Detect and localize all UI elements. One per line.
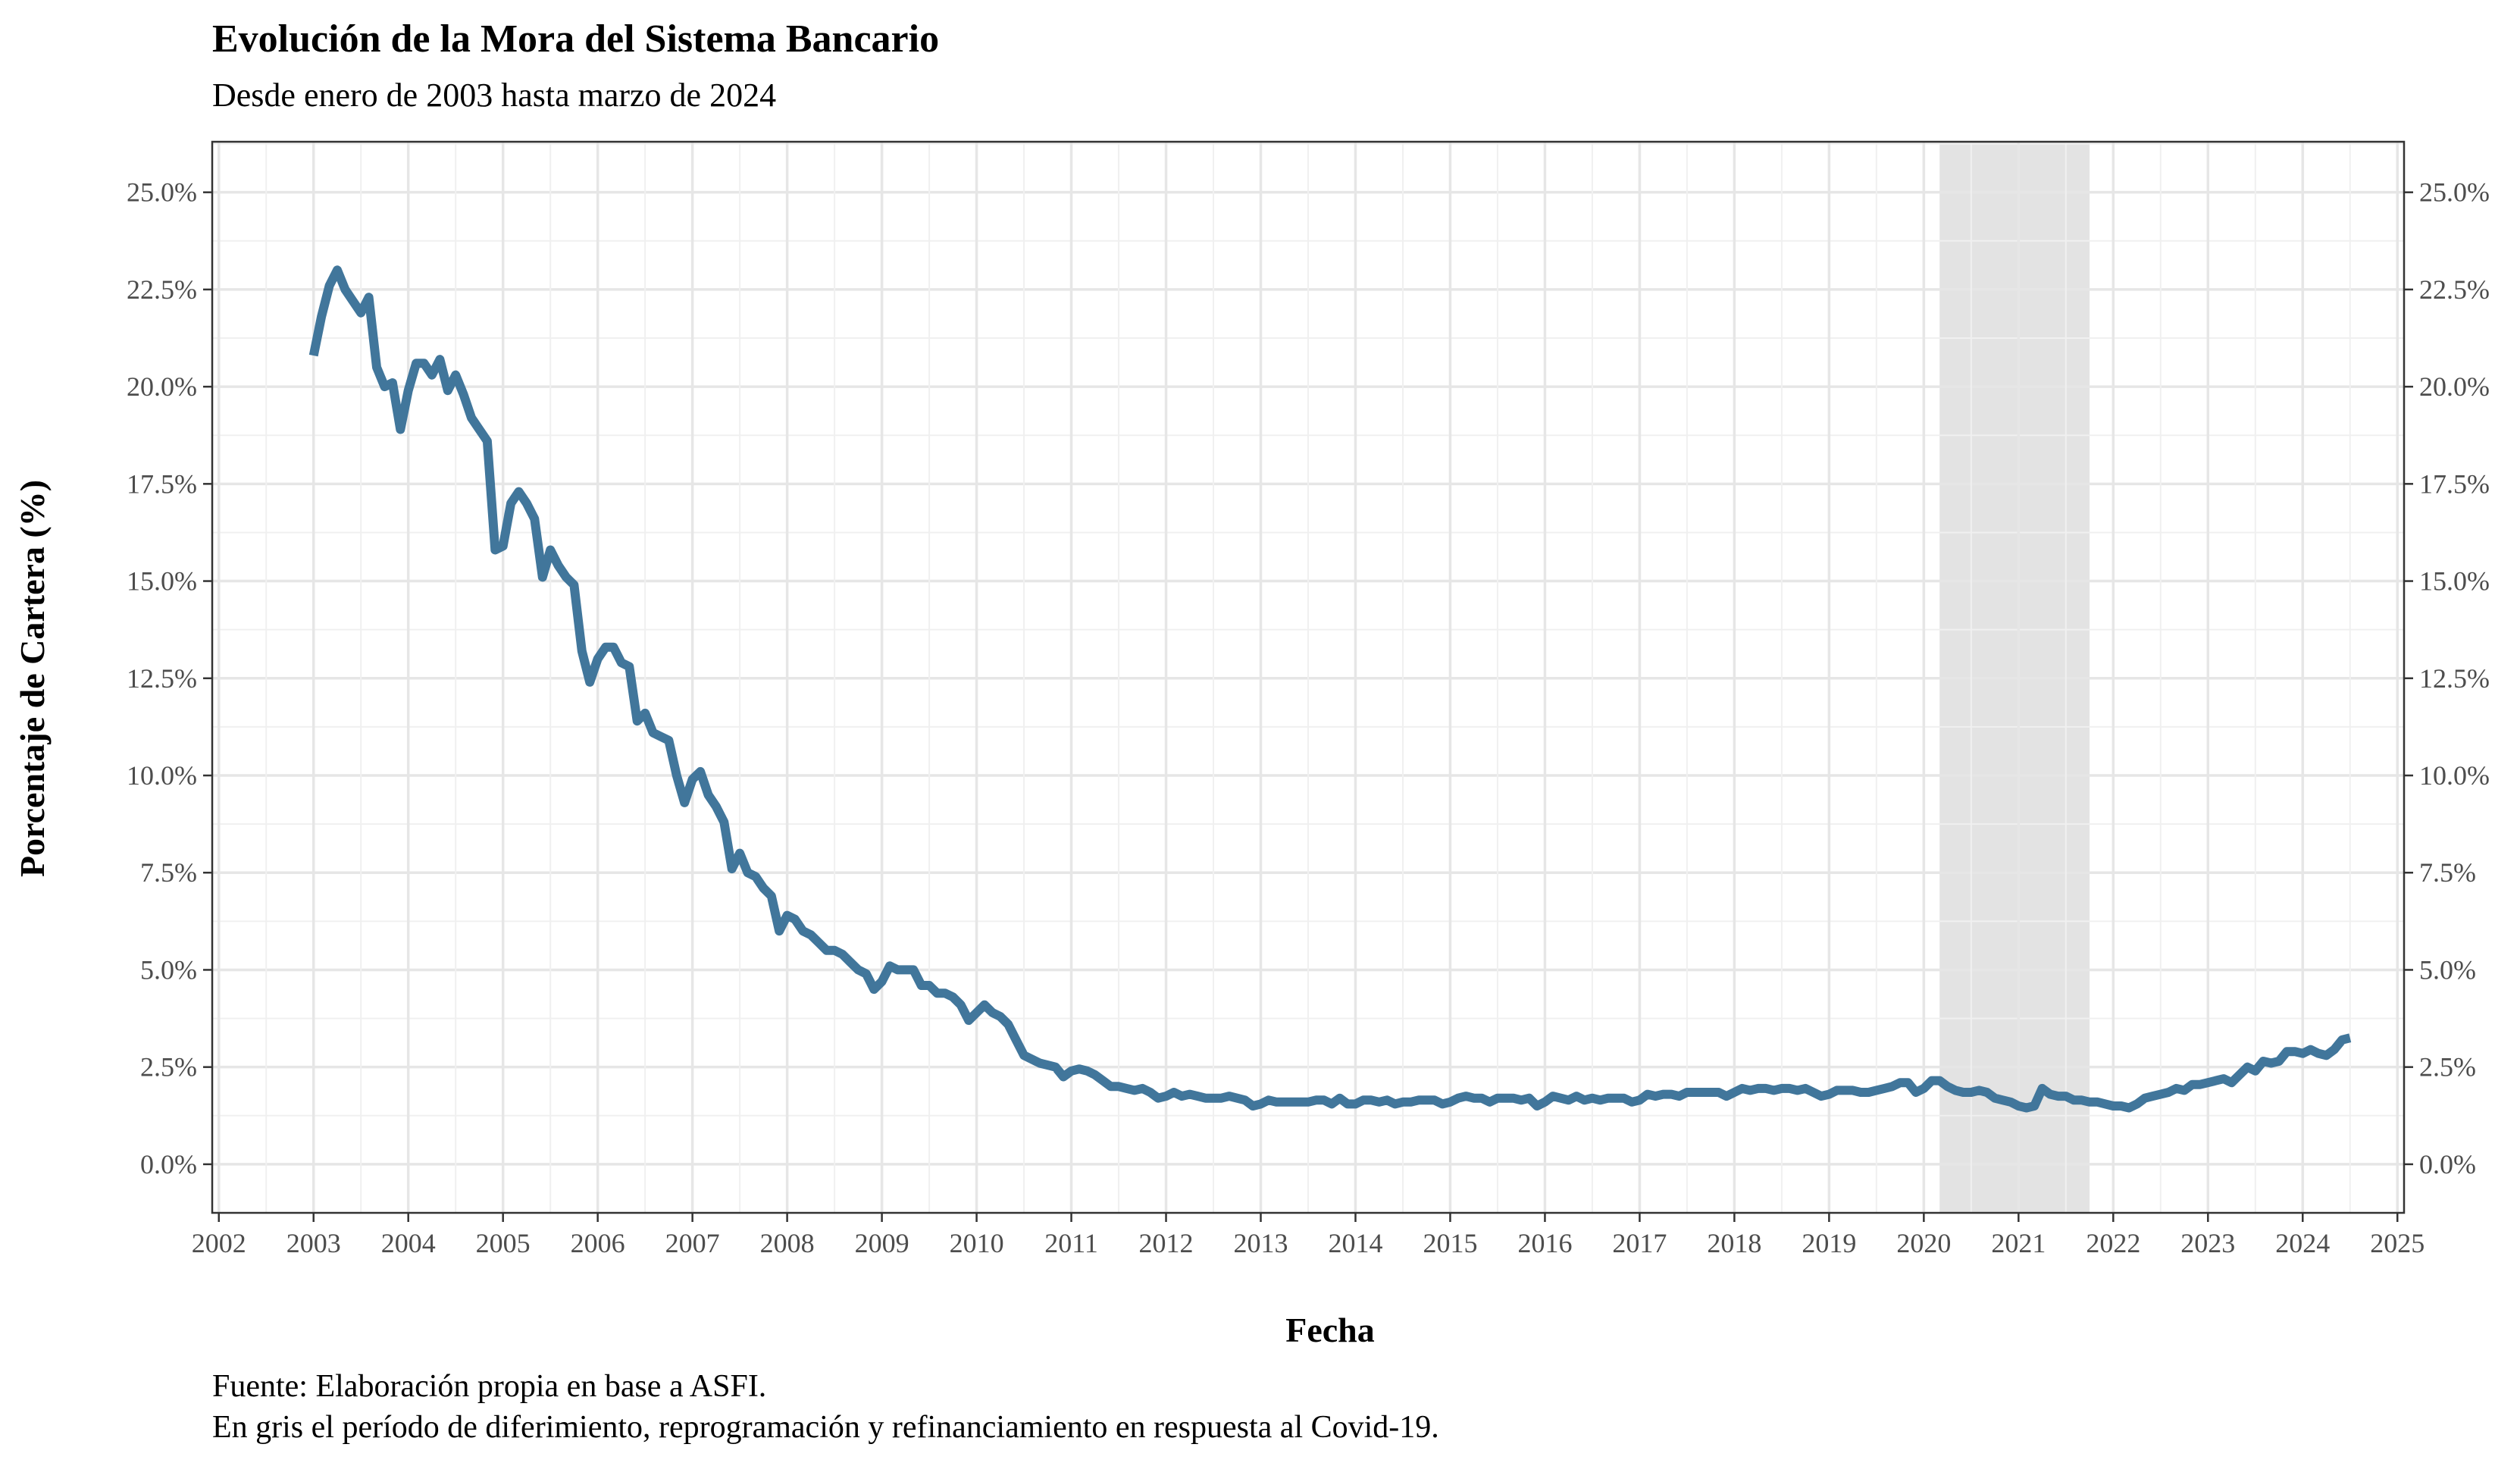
y-tick-label-right: 7.5% xyxy=(2419,857,2476,888)
x-tick-label: 2017 xyxy=(1612,1228,1667,1258)
grid-layer xyxy=(212,142,2404,1214)
x-tick-label: 2024 xyxy=(2275,1228,2330,1258)
x-tick-label: 2007 xyxy=(665,1228,720,1258)
y-tick-label-left: 20.0% xyxy=(127,371,197,402)
x-tick-label: 2011 xyxy=(1044,1228,1098,1258)
y-tick-label-left: 17.5% xyxy=(127,468,197,499)
y-tick-label-left: 10.0% xyxy=(127,760,197,791)
series-layer xyxy=(308,265,2352,1113)
x-axis-title: Fecha xyxy=(1285,1311,1375,1349)
y-axis-title: Porcentaje de Cartera (%) xyxy=(13,480,52,877)
y-tick-label-right: 0.0% xyxy=(2419,1149,2476,1179)
chart-subtitle: Desde enero de 2003 hasta marzo de 2024 xyxy=(212,77,776,114)
y-tick-label-left: 2.5% xyxy=(140,1052,197,1082)
y-tick-label-right: 15.0% xyxy=(2419,566,2490,597)
x-tick-label: 2021 xyxy=(1991,1228,2046,1258)
plot-panel-border xyxy=(211,140,2406,1214)
x-tick-label: 2018 xyxy=(1707,1228,1761,1258)
x-tick-label: 2014 xyxy=(1328,1228,1382,1258)
y-tick-label-left: 12.5% xyxy=(127,663,197,694)
y-tick-label-right: 2.5% xyxy=(2419,1052,2476,1082)
y-tick-label-left: 0.0% xyxy=(140,1149,197,1179)
y-tick-label-left: 22.5% xyxy=(127,274,197,305)
y-tick-label-right: 20.0% xyxy=(2419,371,2490,402)
y-tick-label-right: 10.0% xyxy=(2419,760,2490,791)
x-tick-label: 2015 xyxy=(1423,1228,1477,1258)
y-tick-label-left: 5.0% xyxy=(140,954,197,985)
caption-source: Fuente: Elaboración propia en base a ASF… xyxy=(212,1369,766,1404)
series-line-0 xyxy=(308,265,2352,1113)
axis-layer: 0.0% 0.0% 2.5% 2.5% 5.0% 5.0% 7.5% 7.5% 10.0% 10.… xyxy=(127,177,2490,1258)
x-tick-label: 2013 xyxy=(1234,1228,1288,1258)
chart-title: Evolución de la Mora del Sistema Bancari… xyxy=(212,17,939,61)
y-tick-label-left: 25.0% xyxy=(127,177,197,208)
x-tick-label: 2009 xyxy=(855,1228,909,1258)
x-tick-label: 2019 xyxy=(1802,1228,1856,1258)
y-tick-label-right: 17.5% xyxy=(2419,468,2490,499)
x-tick-label: 2025 xyxy=(2370,1228,2425,1258)
x-tick-label: 2002 xyxy=(192,1228,246,1258)
y-tick-label-right: 25.0% xyxy=(2419,177,2490,208)
y-tick-label-left: 15.0% xyxy=(127,566,197,597)
x-tick-label: 2008 xyxy=(760,1228,815,1258)
x-tick-label: 2022 xyxy=(2086,1228,2140,1258)
y-tick-label-right: 22.5% xyxy=(2419,274,2490,305)
x-tick-label: 2004 xyxy=(381,1228,436,1258)
x-tick-label: 2020 xyxy=(1896,1228,1951,1258)
y-tick-label-right: 5.0% xyxy=(2419,954,2476,985)
y-tick-label-right: 12.5% xyxy=(2419,663,2490,694)
x-tick-label: 2012 xyxy=(1139,1228,1194,1258)
x-tick-label: 2010 xyxy=(950,1228,1004,1258)
x-tick-label: 2005 xyxy=(476,1228,531,1258)
x-tick-label: 2006 xyxy=(571,1228,625,1258)
x-tick-label: 2023 xyxy=(2180,1228,2235,1258)
x-tick-label: 2016 xyxy=(1517,1228,1572,1258)
y-tick-label-left: 7.5% xyxy=(140,857,197,888)
x-tick-label: 2003 xyxy=(286,1228,341,1258)
caption-note: En gris el período de diferimiento, repr… xyxy=(212,1410,1439,1445)
